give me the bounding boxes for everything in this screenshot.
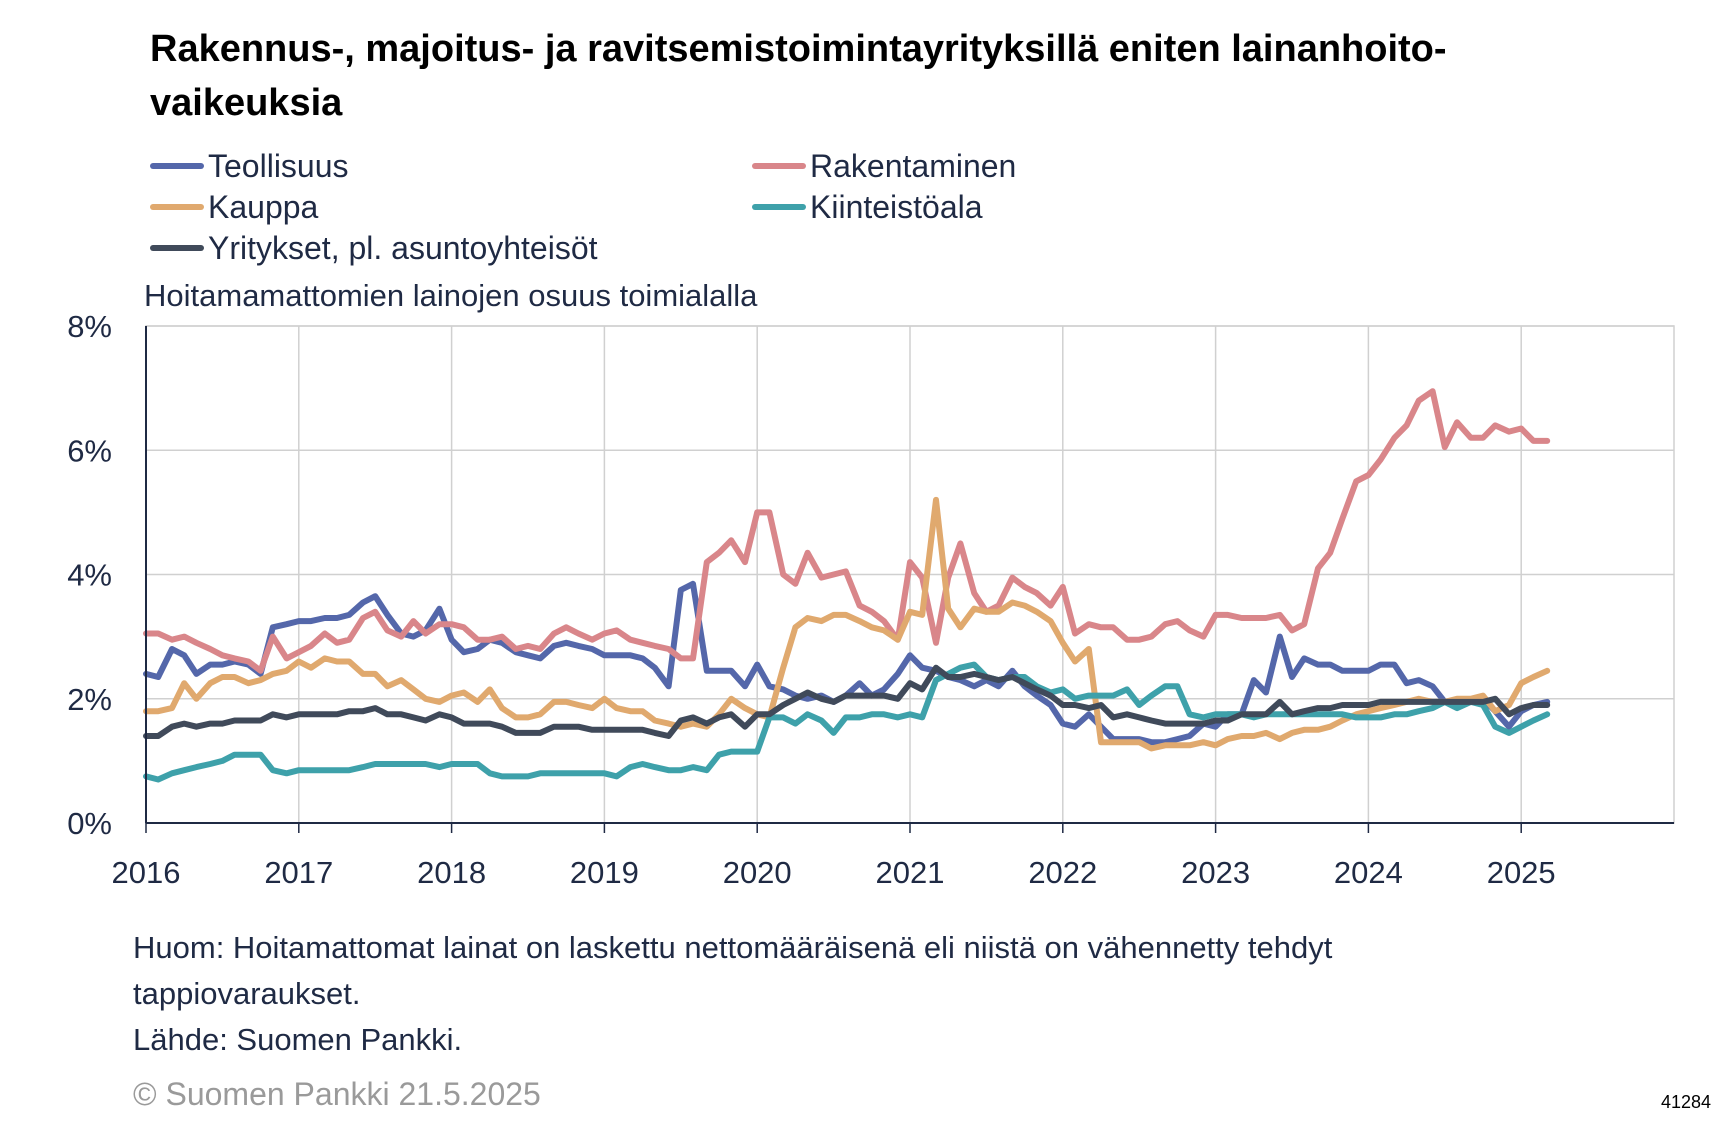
legend-item-rakentaminen: Rakentaminen — [752, 146, 1016, 186]
x-tick-label: 2025 — [1487, 855, 1556, 890]
series-line-2 — [143, 388, 1551, 674]
legend-swatch-kauppa — [150, 203, 204, 210]
legend-label-rakentaminen: Rakentaminen — [810, 148, 1017, 184]
y-tick-label: 6% — [67, 433, 112, 468]
x-tick-label: 2021 — [876, 855, 945, 890]
axes — [145, 326, 1674, 833]
legend-label-kauppa: Kauppa — [208, 189, 319, 225]
legend-label-yritykset: Yritykset, pl. asuntoyhteisöt — [208, 230, 598, 266]
series-line-5 — [143, 664, 1551, 739]
legend-item-kauppa: Kauppa — [150, 187, 318, 227]
legend-swatch-yritykset — [150, 244, 204, 251]
x-tick-label: 2017 — [264, 855, 333, 890]
note-line-1: Huom: Hoitamattomat lainat on laskettu n… — [133, 930, 1333, 965]
chart-title: Rakennus-, majoitus- ja ravitsemistoimin… — [150, 28, 1447, 124]
series-line-4 — [143, 661, 1551, 783]
y-tick-labels: 0% 2% 4% 6% 8% — [67, 309, 112, 841]
series-line-3 — [143, 496, 1551, 752]
legend-swatch-rakentaminen — [752, 162, 806, 169]
legend-item-yritykset: Yritykset, pl. asuntoyhteisöt — [150, 228, 598, 268]
legend-label-teollisuus: Teollisuus — [208, 148, 349, 184]
x-tick-label: 2024 — [1334, 855, 1403, 890]
chart-id: 41284 — [1660, 1092, 1711, 1112]
y-tick-label: 8% — [67, 309, 112, 344]
x-tick-label: 2023 — [1181, 855, 1250, 890]
x-tick-labels: 2016 2017 2018 2019 2020 2021 2022 2023 2024 2025 — [112, 855, 1556, 890]
x-tick-label: 2016 — [112, 855, 181, 890]
legend-item-teollisuus: Teollisuus — [150, 146, 349, 186]
legend-item-kiinteistoala: Kiinteistöala — [752, 187, 983, 227]
legend-label-kiinteistoala: Kiinteistöala — [810, 189, 983, 225]
note-line-2: tappiovaraukset. — [133, 976, 361, 1011]
y-axis-label: Hoitamamattomien lainojen osuus toimiala… — [144, 278, 758, 313]
y-tick-label: 4% — [67, 558, 112, 593]
y-tick-label: 2% — [67, 682, 112, 717]
x-tick-label: 2020 — [723, 855, 792, 890]
x-tick-label: 2019 — [570, 855, 639, 890]
x-tick-label: 2022 — [1028, 855, 1097, 890]
y-tick-label: 0% — [67, 806, 112, 841]
copyright: © Suomen Pankki 21.5.2025 — [133, 1076, 541, 1112]
series-lines — [143, 388, 1551, 783]
legend-swatch-kiinteistoala — [752, 203, 806, 210]
legend-swatch-teollisuus — [150, 162, 204, 169]
line-chart: 0%2%4%6%8% 2016 2017 2018 2019 2020 2021 2022 2… — [67, 309, 1675, 890]
x-tick-label: 2018 — [417, 855, 486, 890]
source-note: Lähde: Suomen Pankki. — [133, 1022, 463, 1057]
